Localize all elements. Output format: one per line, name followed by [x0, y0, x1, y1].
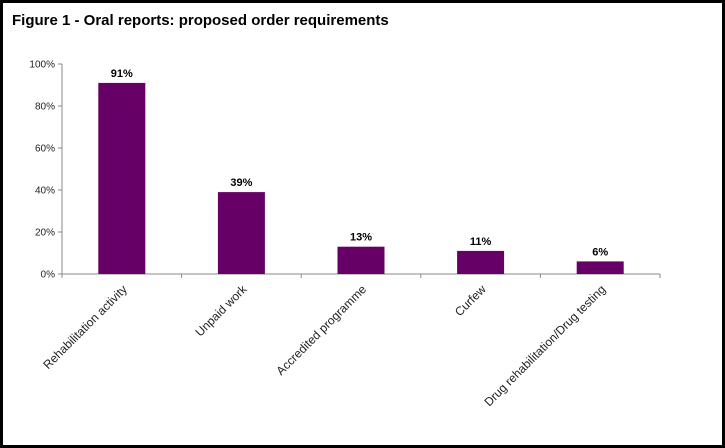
bar-3	[457, 250, 505, 274]
y-tick-label: 20%	[35, 228, 55, 239]
data-label: 91%	[111, 68, 133, 80]
x-tick-label: Accredited programme	[273, 282, 369, 378]
bar-1	[217, 192, 265, 274]
x-tick-label: Curfew	[452, 282, 489, 319]
x-tick-label: Rehabilitation activity	[40, 282, 130, 372]
y-tick-label: 0%	[41, 270, 56, 281]
data-label: 39%	[230, 177, 252, 189]
bar-0	[98, 82, 146, 275]
chart-title: Figure 1 - Oral reports: proposed order …	[12, 12, 389, 29]
x-tick-label: Unpaid work	[192, 282, 250, 340]
y-tick-label: 80%	[35, 102, 55, 113]
data-label: 6%	[592, 246, 608, 258]
y-tick-label: 100%	[29, 60, 55, 71]
data-label: 11%	[470, 236, 492, 248]
bar-4	[576, 261, 624, 274]
y-tick-label: 40%	[35, 186, 55, 197]
x-tick-label: Drug rehabilitation/Drug testing	[481, 282, 608, 409]
data-label: 13%	[350, 232, 372, 244]
y-tick-label: 60%	[35, 144, 55, 155]
bar-2	[337, 246, 385, 274]
